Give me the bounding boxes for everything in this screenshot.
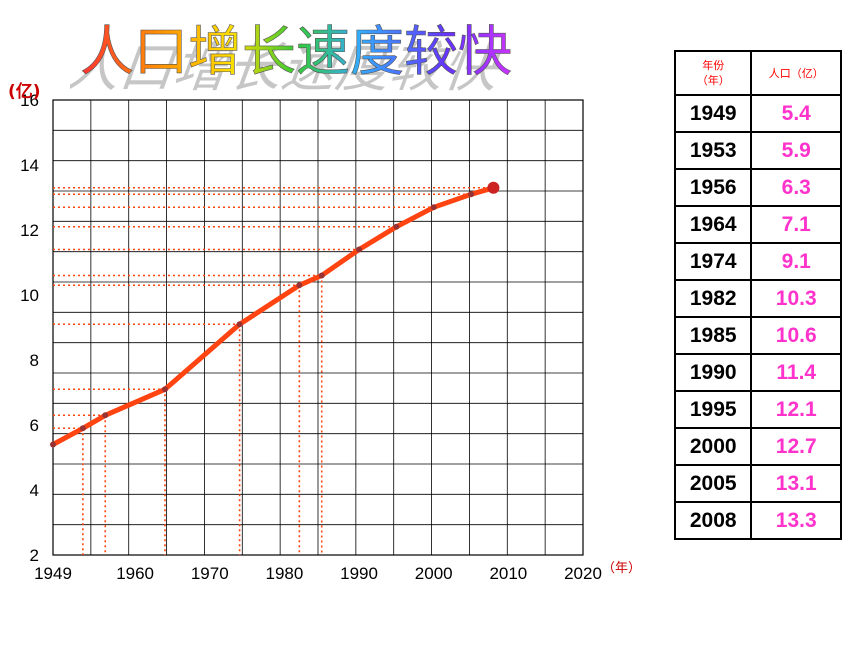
x-tick-label: 1970 xyxy=(191,564,229,583)
y-tick-label: 16 xyxy=(20,91,39,110)
x-axis-label: （年） xyxy=(602,561,641,576)
table-row: 1953 5.9 xyxy=(673,131,842,170)
y-tick-label: 6 xyxy=(30,416,39,435)
y-tick-label: 4 xyxy=(30,481,39,500)
chart-title: 人口增长速度较快 人口增长速度较快 xyxy=(70,20,513,94)
data-point xyxy=(356,246,363,253)
data-point xyxy=(236,321,243,328)
table-cell-year: 1953 xyxy=(673,131,753,170)
table-cell-population: 12.1 xyxy=(750,390,842,429)
guide-lines xyxy=(53,186,494,555)
title-shadow: 人口增长速度较快 xyxy=(70,37,513,94)
x-tick-label: 2010 xyxy=(489,564,527,583)
table-row: 1964 7.1 xyxy=(673,205,842,244)
data-point xyxy=(50,441,56,448)
data-point xyxy=(296,282,303,289)
y-tick-label: 12 xyxy=(20,221,39,240)
table-cell-year: 1982 xyxy=(673,279,753,318)
table-row: 1995 12.1 xyxy=(673,390,842,429)
x-tick-label: 1980 xyxy=(265,564,303,583)
x-tick-label: 1990 xyxy=(340,564,378,583)
table-row: 2005 13.1 xyxy=(673,464,842,503)
x-tick-label: 2020 xyxy=(564,564,602,583)
data-point xyxy=(102,412,109,419)
title-text: 人口增长速度较快 xyxy=(80,20,512,83)
data-point xyxy=(79,425,86,432)
table-cell-year: 1974 xyxy=(673,242,753,281)
table-cell-population: 6.3 xyxy=(750,168,842,207)
table-cell-year: 1964 xyxy=(673,205,753,244)
table-row: 1949 5.4 xyxy=(673,94,842,133)
data-point xyxy=(468,191,475,198)
table-cell-year: 2008 xyxy=(673,501,753,540)
table-cell-population: 13.3 xyxy=(750,501,842,540)
table-row: 1985 10.6 xyxy=(673,316,842,355)
table-cell-population: 12.7 xyxy=(750,427,842,466)
y-tick-label: 8 xyxy=(30,351,39,370)
chart-grid xyxy=(52,99,584,556)
data-point xyxy=(318,272,325,279)
data-point xyxy=(393,223,400,230)
table-cell-year: 1990 xyxy=(673,353,753,392)
table-cell-population: 9.1 xyxy=(750,242,842,281)
table-header: 年份 （年） 人口（亿） xyxy=(673,50,842,96)
table-cell-population: 5.9 xyxy=(750,131,842,170)
table-cell-population: 7.1 xyxy=(750,205,842,244)
y-tick-label: 2 xyxy=(30,546,39,565)
table-row: 1956 6.3 xyxy=(673,168,842,207)
x-tick-label: 1960 xyxy=(116,564,154,583)
header-population: 人口（亿） xyxy=(750,50,842,96)
table-cell-population: 10.3 xyxy=(750,279,842,318)
table-row: 1974 9.1 xyxy=(673,242,842,281)
table-cell-year: 1956 xyxy=(673,168,753,207)
table-row: 1982 10.3 xyxy=(673,279,842,318)
x-tick-label: 2000 xyxy=(415,564,453,583)
population-table: 年份 （年） 人口（亿） 1949 5.4 1953 5.9 1956 6.3 1964 7.… xyxy=(673,50,842,540)
table-cell-year: 2000 xyxy=(673,427,753,466)
x-tick-label: 1949 xyxy=(34,564,72,583)
table-cell-population: 13.1 xyxy=(750,464,842,503)
table-row: 1990 11.4 xyxy=(673,353,842,392)
table-row: 2000 12.7 xyxy=(673,427,842,466)
table-cell-year: 2005 xyxy=(673,464,753,503)
table-cell-year: 1949 xyxy=(673,94,753,133)
data-point xyxy=(487,181,500,194)
series-line xyxy=(50,185,496,447)
table-cell-population: 10.6 xyxy=(750,316,842,355)
table-cell-population: 11.4 xyxy=(750,353,842,392)
data-point xyxy=(161,386,168,393)
y-tick-label: 14 xyxy=(20,156,39,175)
y-tick-label: 10 xyxy=(20,286,39,305)
y-axis-label: (亿) xyxy=(8,81,41,102)
table-row: 2008 13.3 xyxy=(673,501,842,540)
series-population xyxy=(50,181,500,448)
table-cell-population: 5.4 xyxy=(750,94,842,133)
header-year: 年份 （年） xyxy=(673,50,753,96)
table-cell-year: 1995 xyxy=(673,390,753,429)
table-cell-year: 1985 xyxy=(673,316,753,355)
data-point xyxy=(430,204,437,211)
